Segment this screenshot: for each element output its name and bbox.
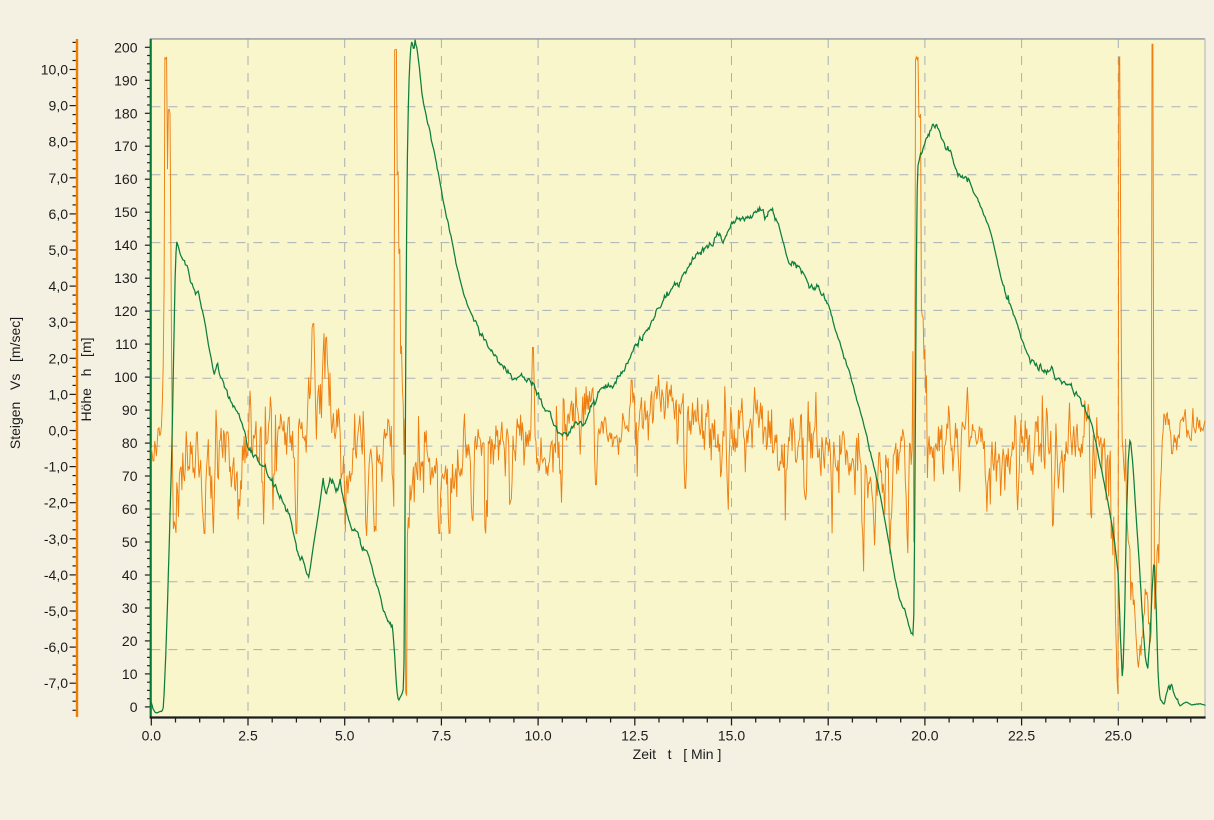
svg-text:60: 60: [122, 501, 138, 517]
svg-text:140: 140: [114, 237, 138, 253]
svg-text:10,0: 10,0: [41, 62, 68, 78]
svg-text:200: 200: [114, 39, 138, 55]
svg-text:0.0: 0.0: [142, 728, 162, 744]
svg-text:-4,0: -4,0: [44, 567, 68, 583]
svg-text:2,0: 2,0: [49, 350, 69, 366]
svg-text:1,0: 1,0: [49, 386, 69, 402]
svg-text:170: 170: [114, 138, 138, 154]
svg-text:3,0: 3,0: [49, 314, 69, 330]
svg-text:17.5: 17.5: [815, 728, 842, 744]
svg-text:Zeit t [ Min ]: Zeit t [ Min ]: [633, 746, 722, 762]
svg-text:25.0: 25.0: [1105, 728, 1132, 744]
svg-text:-3,0: -3,0: [44, 531, 68, 547]
svg-text:150: 150: [114, 204, 138, 220]
svg-text:160: 160: [114, 171, 138, 187]
svg-text:12.5: 12.5: [621, 728, 648, 744]
svg-text:100: 100: [114, 369, 138, 385]
svg-text:9,0: 9,0: [49, 98, 69, 114]
svg-text:15.0: 15.0: [718, 728, 745, 744]
svg-text:30: 30: [122, 600, 138, 616]
svg-text:0: 0: [130, 699, 138, 715]
svg-text:2.5: 2.5: [238, 728, 258, 744]
svg-text:-6,0: -6,0: [44, 639, 68, 655]
svg-text:7,0: 7,0: [49, 170, 69, 186]
svg-text:-7,0: -7,0: [44, 675, 68, 691]
svg-text:4,0: 4,0: [49, 278, 69, 294]
svg-text:90: 90: [122, 402, 138, 418]
svg-text:190: 190: [114, 72, 138, 88]
svg-text:0,0: 0,0: [49, 423, 69, 439]
svg-text:110: 110: [115, 336, 138, 352]
svg-text:8,0: 8,0: [49, 134, 69, 150]
svg-text:20.0: 20.0: [911, 728, 938, 744]
svg-text:22.5: 22.5: [1008, 728, 1035, 744]
svg-text:-5,0: -5,0: [44, 603, 68, 619]
svg-text:20: 20: [122, 633, 138, 649]
svg-text:10: 10: [122, 666, 138, 682]
svg-text:5,0: 5,0: [49, 242, 69, 258]
svg-text:50: 50: [122, 534, 138, 550]
svg-text:6,0: 6,0: [49, 206, 69, 222]
svg-text:130: 130: [114, 270, 138, 286]
svg-text:-2,0: -2,0: [44, 495, 68, 511]
svg-text:5.0: 5.0: [335, 728, 355, 744]
svg-text:Steigen Vs [m/sec]: Steigen Vs [m/sec]: [7, 317, 23, 449]
svg-text:40: 40: [122, 567, 138, 583]
svg-text:10.0: 10.0: [524, 728, 551, 744]
svg-text:70: 70: [122, 468, 138, 484]
svg-text:-1,0: -1,0: [44, 459, 68, 475]
svg-text:120: 120: [114, 303, 138, 319]
svg-text:7.5: 7.5: [432, 728, 452, 744]
svg-text:180: 180: [114, 105, 138, 121]
svg-text:Höhe h [m]: Höhe h [m]: [78, 337, 94, 421]
svg-text:80: 80: [122, 435, 138, 451]
